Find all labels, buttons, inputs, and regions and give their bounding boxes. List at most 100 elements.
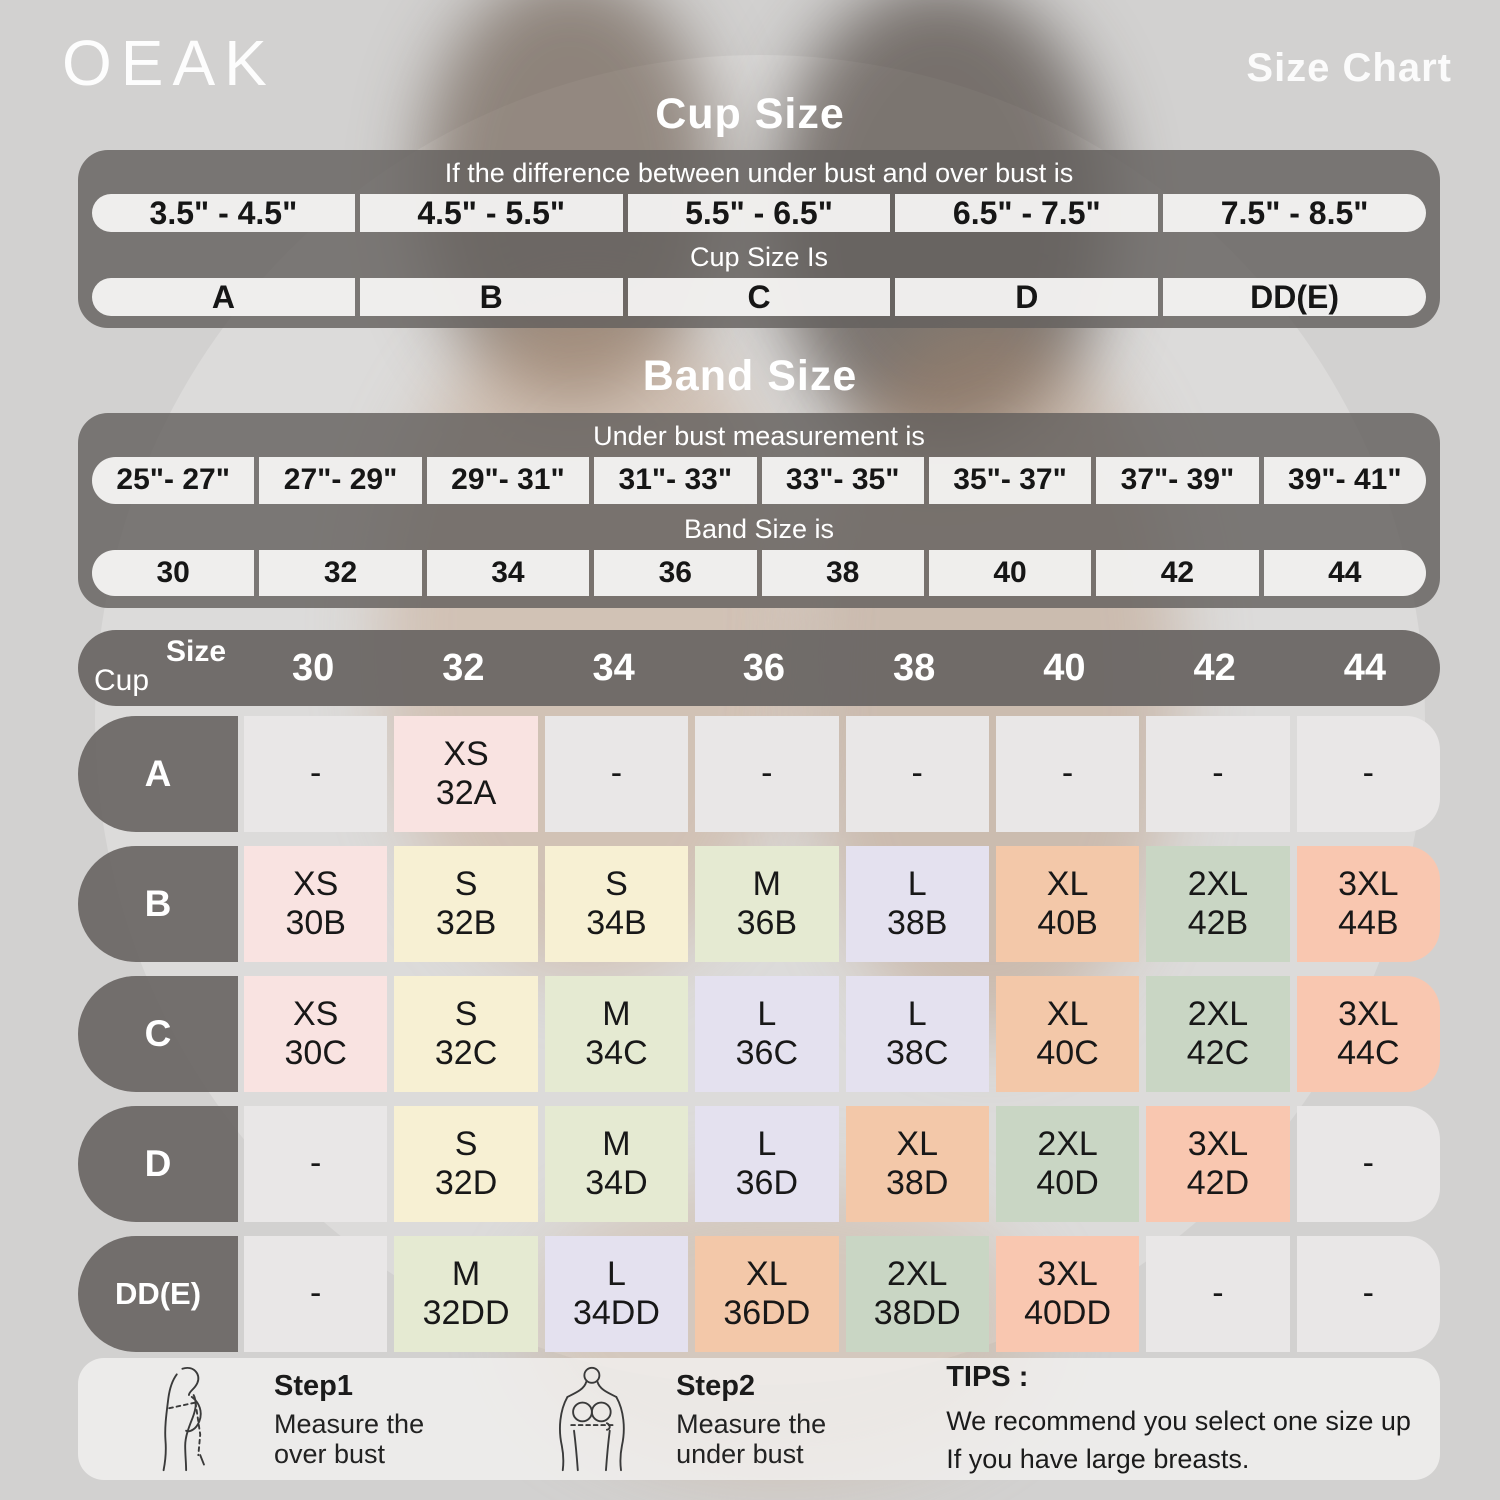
size-cell: - — [544, 716, 689, 832]
size-cell: - — [995, 716, 1140, 832]
size-cell: 2XL 38DD — [845, 1236, 989, 1352]
matrix-column-header: 42 — [1193, 646, 1236, 689]
matrix-row-label: A — [78, 716, 238, 832]
size-label: M — [602, 1124, 631, 1163]
band-size-title: Band Size — [642, 352, 858, 400]
matrix-column-header: 30 — [291, 646, 335, 689]
band-range-pill: 25"- 27" — [92, 457, 255, 504]
step1-line1: Measure the — [274, 1408, 425, 1439]
size-code: 44C — [1337, 1034, 1400, 1072]
size-label: XL — [896, 1124, 938, 1163]
size-code: 30B — [285, 904, 346, 942]
size-label: - — [1362, 1274, 1374, 1313]
size-cell: L 36D — [695, 1106, 839, 1222]
size-cell: M 34D — [544, 1106, 689, 1222]
cup-range-pill: 4.5" - 5.5" — [359, 194, 623, 232]
size-cell: XS 30C — [244, 976, 388, 1092]
size-code: 32D — [434, 1164, 498, 1202]
size-cell: S 32B — [394, 846, 538, 962]
cup-size-title: Cup Size — [655, 90, 845, 138]
size-code: 36C — [735, 1034, 798, 1072]
size-cell: - — [1146, 1236, 1290, 1352]
measuring-guide-panel: Step1 Measure the over bust Step2 Measur… — [78, 1358, 1440, 1480]
band-range-pill: 31"- 33" — [594, 457, 757, 504]
size-code: 30C — [284, 1034, 347, 1072]
size-label: S — [454, 1124, 478, 1163]
size-cell: L 38B — [845, 846, 989, 962]
size-label: XS — [443, 734, 489, 773]
cup-range-row: 3.5" - 4.5" 4.5" - 5.5" 5.5" - 6.5" 6.5"… — [92, 194, 1426, 232]
step2-block: Step2 Measure the under bust — [676, 1370, 826, 1469]
size-matrix-header: Size Cup 30 32 34 36 38 40 42 44 — [78, 630, 1440, 706]
size-cell: - — [244, 1106, 388, 1222]
size-cell: L 38C — [845, 976, 989, 1092]
size-cell: - — [695, 716, 839, 832]
size-label: - — [1362, 754, 1374, 793]
matrix-corner-cup-label: Cup — [94, 664, 150, 697]
size-cell: M 32DD — [394, 1236, 538, 1352]
size-label: - — [310, 1144, 322, 1183]
size-code: 40B — [1037, 904, 1098, 942]
size-cell: 3XL 42D — [1146, 1106, 1290, 1222]
size-label: - — [1362, 1144, 1374, 1183]
size-cell: - — [1296, 1106, 1440, 1222]
cup-value-pill: A — [92, 278, 355, 316]
size-cell: 3XL 44B — [1296, 846, 1440, 962]
matrix-row-label: B — [78, 846, 238, 962]
size-cell: L 34DD — [544, 1236, 689, 1352]
cup-value-pill: DD(E) — [1163, 278, 1426, 316]
matrix-row-dde: DD(E) - M 32DD L 34DD XL 36DD 2XL 38DD 3XL 40… — [78, 1236, 1440, 1352]
size-cell: M 34C — [544, 976, 689, 1092]
size-code: 38DD — [873, 1294, 961, 1332]
matrix-row-cells: XS 30C S 32C M 34C L 36C L 38C XL 40C 2XL 42C 3… — [244, 976, 1440, 1092]
size-label: S — [454, 864, 478, 903]
size-label: XS — [293, 864, 339, 903]
size-cell: S 34B — [544, 846, 689, 962]
band-condition-label: Under bust measurement is — [593, 421, 925, 451]
matrix-column-header: 32 — [442, 646, 485, 689]
step1-line2: over bust — [274, 1438, 386, 1469]
size-label: 2XL — [1187, 864, 1249, 903]
size-cell: S 32D — [394, 1106, 538, 1222]
matrix-row-cells: XS 30B S 32B S 34B M 36B L 38B XL 40B 2XL 42B 3… — [244, 846, 1440, 962]
size-cell: S 32C — [394, 976, 538, 1092]
size-label: 2XL — [1187, 994, 1249, 1033]
band-value-pill: 36 — [594, 549, 757, 596]
size-label: L — [757, 994, 777, 1033]
size-code: 36D — [735, 1164, 798, 1202]
size-label: 3XL — [1338, 994, 1399, 1033]
size-code: 34C — [585, 1034, 648, 1072]
matrix-row-cells: - M 32DD L 34DD XL 36DD 2XL 38DD 3XL 40DD - - — [244, 1236, 1440, 1352]
size-code: 36DD — [723, 1294, 811, 1332]
size-cell: - — [244, 716, 388, 832]
size-label: S — [454, 994, 478, 1033]
matrix-column-header: 34 — [592, 646, 635, 689]
matrix-column-header: 40 — [1043, 646, 1086, 689]
page-title: Size Chart — [1246, 46, 1452, 90]
size-label: L — [907, 864, 927, 903]
matrix-column-header: 38 — [892, 646, 936, 689]
size-code: 40DD — [1024, 1294, 1112, 1332]
size-label: - — [1212, 754, 1224, 793]
size-label: - — [310, 754, 322, 793]
size-code: 32C — [434, 1034, 498, 1072]
size-label: XL — [1046, 864, 1089, 903]
size-label: - — [1212, 1274, 1224, 1313]
cup-size-panel: If the difference between under bust and… — [78, 150, 1440, 328]
band-value-pill: 38 — [761, 549, 924, 596]
matrix-corner: Size Cup — [78, 630, 238, 706]
cup-value-pill: B — [359, 278, 623, 316]
step2-line2: under bust — [676, 1438, 804, 1469]
band-range-pill: 33"- 35" — [761, 457, 924, 504]
band-range-pill: 39"- 41" — [1263, 457, 1426, 504]
size-cell: XS 32A — [394, 716, 538, 832]
matrix-row-cells: - XS 32A - - - - - - — [244, 716, 1440, 832]
size-code: 32B — [435, 904, 497, 942]
matrix-corner-size-label: Size — [166, 635, 227, 668]
tips-title: TIPS : — [946, 1360, 1029, 1393]
size-code: 38C — [886, 1034, 949, 1072]
size-cell: - — [1296, 716, 1440, 832]
size-label: XS — [293, 994, 339, 1033]
matrix-row-d: D - S 32D M 34D L 36D XL 38D 2XL 40D 3XL 42D - — [78, 1106, 1440, 1222]
